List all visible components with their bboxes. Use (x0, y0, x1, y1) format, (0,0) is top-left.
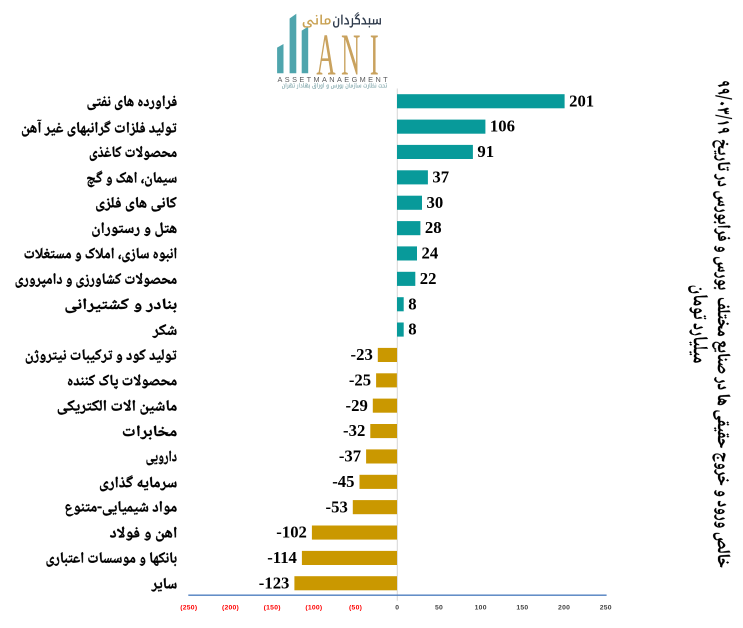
svg-text:201: 201 (569, 91, 594, 110)
svg-text:N: N (341, 21, 360, 87)
svg-text:250: 250 (600, 605, 612, 612)
svg-text:-102: -102 (276, 523, 307, 542)
svg-text:28: 28 (425, 218, 442, 237)
svg-text:I: I (370, 21, 379, 87)
svg-text:91: 91 (477, 142, 494, 161)
svg-text:100: 100 (475, 605, 487, 612)
svg-text:-37: -37 (339, 447, 361, 466)
svg-text:37: 37 (432, 168, 449, 187)
svg-text:-23: -23 (351, 345, 373, 364)
svg-text:(200): (200) (222, 605, 239, 612)
svg-text:8: 8 (408, 294, 416, 313)
svg-text:30: 30 (427, 193, 444, 212)
svg-text:200: 200 (558, 605, 570, 612)
svg-text:-32: -32 (343, 421, 365, 440)
svg-text:24: 24 (422, 244, 439, 263)
svg-text:-25: -25 (349, 370, 371, 389)
svg-text:A: A (316, 21, 335, 87)
svg-text:50: 50 (435, 605, 443, 612)
svg-text:(150): (150) (264, 605, 281, 612)
svg-text:(100): (100) (305, 605, 322, 612)
svg-text:(50): (50) (349, 605, 362, 612)
svg-text:-53: -53 (326, 497, 348, 516)
svg-text:-45: -45 (332, 472, 354, 491)
svg-text:ASSETMANAEGMENT: ASSETMANAEGMENT (278, 75, 391, 84)
svg-text:-29: -29 (346, 396, 368, 415)
svg-text:22: 22 (420, 269, 437, 288)
svg-text:-123: -123 (259, 573, 290, 592)
svg-text:150: 150 (516, 605, 528, 612)
svg-text:0: 0 (395, 605, 399, 612)
svg-text:(250): (250) (180, 605, 197, 612)
svg-text:-114: -114 (267, 548, 297, 567)
svg-text:106: 106 (490, 117, 515, 136)
svg-text:8: 8 (408, 320, 416, 339)
